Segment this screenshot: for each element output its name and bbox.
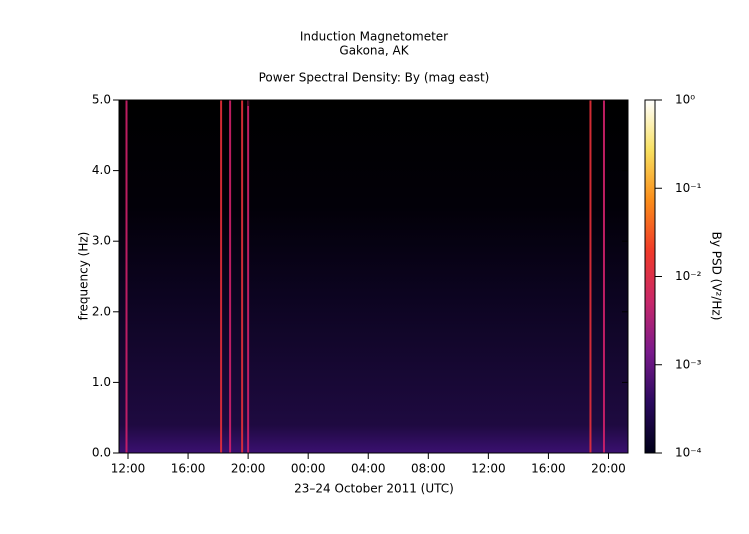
colorbar-tick-label: 10⁰: [675, 93, 695, 107]
y-tick-label: 2.0: [92, 304, 111, 318]
colorbar-label: By PSD (V²/Hz): [710, 232, 724, 321]
x-tick-label: 12:00: [111, 462, 146, 476]
plot-title: Power Spectral Density: By (mag east): [259, 71, 490, 85]
colorbar-tick-label: 10⁻⁴: [675, 446, 702, 460]
x-tick-label: 00:00: [291, 462, 326, 476]
x-axis-label: 23–24 October 2011 (UTC): [294, 482, 454, 496]
bright-line: [602, 100, 605, 453]
plot-area: [119, 100, 628, 453]
bright-line: [247, 100, 250, 453]
chart-subtitle: Gakona, AK: [339, 44, 409, 58]
y-tick-label: 0.0: [92, 446, 111, 460]
x-tick-label: 12:00: [471, 462, 506, 476]
y-axis-label: frequency (Hz): [77, 232, 91, 321]
plot-frame: [118, 99, 629, 454]
colorbar-tick-label: 10⁻²: [675, 269, 702, 283]
chart-title: Induction Magnetometer: [300, 30, 448, 44]
y-tick-label: 1.0: [92, 375, 111, 389]
bright-line: [125, 100, 128, 453]
bright-line: [241, 100, 244, 453]
y-tick-label: 5.0: [92, 93, 111, 107]
x-tick-label: 04:00: [351, 462, 386, 476]
y-tick-label: 4.0: [92, 163, 111, 177]
x-tick-label: 16:00: [171, 462, 206, 476]
x-tick-label: 16:00: [531, 462, 566, 476]
x-tick-label: 20:00: [591, 462, 626, 476]
colorbar-tick-label: 10⁻³: [675, 357, 702, 371]
colorbar: [644, 99, 656, 454]
colorbar-tick-label: 10⁻¹: [675, 181, 702, 195]
bright-line: [589, 100, 592, 453]
y-tick-label: 3.0: [92, 234, 111, 248]
bright-line: [229, 100, 232, 453]
x-tick-label: 08:00: [411, 462, 446, 476]
x-tick-label: 20:00: [231, 462, 266, 476]
bright-line: [220, 100, 223, 453]
